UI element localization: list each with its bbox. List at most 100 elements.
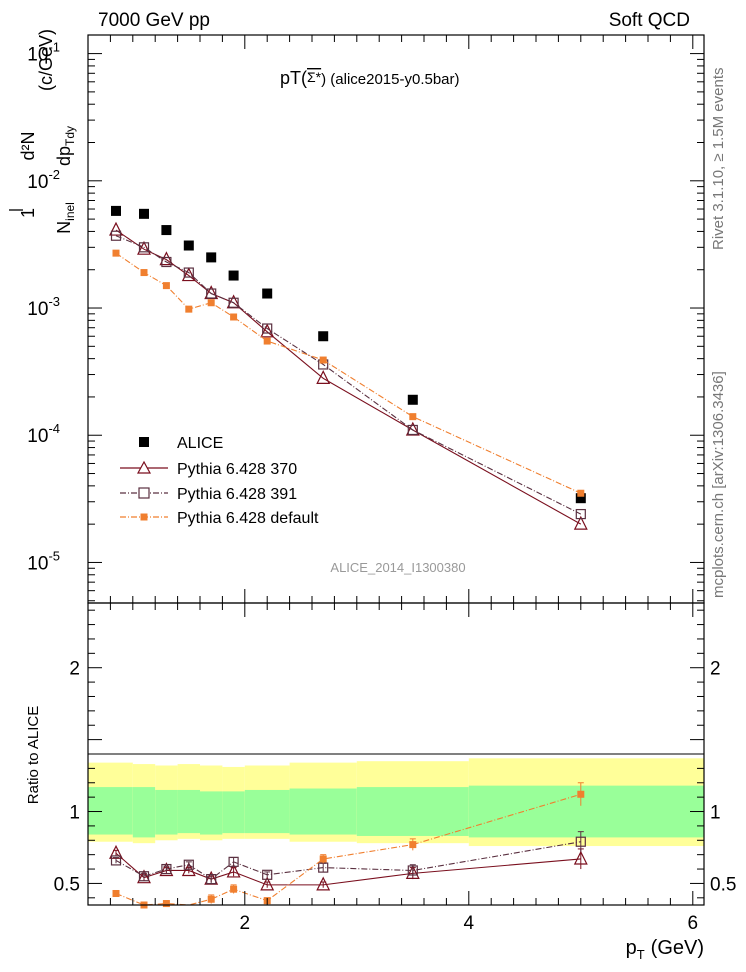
main-series-line-3 (115, 252, 582, 494)
xlabel: pT (GeV) (626, 937, 704, 962)
title-particle: Σ* (307, 69, 322, 85)
main-point-391 (110, 230, 122, 241)
ratio-point-370 (405, 865, 420, 879)
ratio-ytick-label: 2 (69, 659, 80, 680)
ratio-band-inner (244, 789, 290, 834)
ratio-point-default (230, 885, 238, 893)
ylabel-units: (c/GeV) (36, 29, 56, 91)
ylabel-n-main: N (54, 221, 74, 234)
ylabel-dp-sub: Tdy (63, 126, 77, 146)
ratio-band-inner (222, 791, 245, 834)
main-ytick-exp: -2 (48, 167, 60, 182)
ratio-xtick-label: 4 (464, 913, 475, 934)
ratio-band-inner (88, 787, 133, 835)
main-ytick-exp: -1 (48, 40, 60, 55)
main-point-370 (159, 251, 174, 266)
ratio-ytick-label: 1 (69, 803, 80, 824)
ratio-point-391 (183, 859, 194, 870)
watermark: ALICE_2014_I1300380 (330, 560, 465, 575)
main-ytick-base: 10 (27, 426, 48, 447)
ratio-point-default (112, 889, 120, 897)
legend-label-370: Pythia 6.428 370 (177, 461, 297, 478)
ratio-band-inner (132, 787, 156, 838)
xlabel-p: p (626, 937, 637, 959)
rivet-label: Rivet 3.1.10, ≥ 1.5M events (710, 68, 727, 251)
ratio-band-inner (468, 785, 704, 838)
main-point-391 (228, 297, 239, 308)
ylabel-d2n: d²N (18, 131, 38, 160)
main-ytick-label: 10-1 (27, 40, 60, 66)
main-ytick-label: 10-4 (27, 421, 60, 447)
main-ytick-label: 10-5 (27, 548, 60, 574)
ratio-point-391 (262, 869, 273, 880)
ratio-point-391 (206, 874, 217, 885)
main-point-alice (228, 270, 239, 281)
title-main: pT( (280, 68, 307, 88)
ratio-band-inner (356, 787, 469, 836)
main-ticks: 10-510-410-310-210-1 (27, 35, 704, 603)
main-point-alice (139, 208, 149, 219)
main-point-391 (138, 242, 150, 253)
main-ytick-base: 10 (27, 553, 48, 574)
main-series (109, 205, 588, 530)
legend-label-default: Pythia 6.428 default (177, 510, 319, 527)
plot-title: pT(Σ*) (alice2015-y0.5bar) (280, 68, 460, 88)
ratio-point-391 (407, 865, 418, 876)
ratio-point-default (577, 790, 585, 798)
main-point-alice (575, 493, 586, 504)
main-ytick-base: 10 (27, 299, 48, 320)
ratio-point-default (409, 841, 417, 849)
mcplots-label: mcplots.cern.ch [arXiv:1306.3436] (710, 371, 727, 598)
main-panel: 10-510-410-310-210-1 pT(Σ*) (alice2015-y… (9, 29, 705, 604)
ratio-point-370 (137, 869, 151, 884)
main-point-default (112, 249, 120, 257)
ratio-ytick-label: 0.5 (54, 874, 80, 895)
ratio-band-inner (155, 789, 178, 835)
main-point-391 (183, 267, 194, 278)
main-point-alice (262, 288, 273, 299)
main-point-default (263, 337, 271, 345)
ylabel-dp-main: dp (54, 146, 74, 166)
main-point-370 (109, 221, 123, 236)
ratio-band-inner (177, 789, 200, 834)
ratio-point-391 (138, 871, 150, 882)
ratio-point-391 (161, 863, 172, 875)
ratio-band-inner (200, 791, 223, 835)
main-point-alice (407, 394, 418, 405)
main-point-391 (206, 288, 217, 299)
main-series-line-2 (115, 235, 582, 515)
main-point-391 (407, 424, 418, 436)
ratio-ticks: 0.5 0.5 1 1 2 2 2 4 6 (54, 603, 736, 934)
legend-marker-alice (139, 437, 149, 447)
main-point-default (577, 489, 585, 497)
main-point-370 (316, 370, 331, 384)
main-point-default (230, 313, 238, 321)
ratio-point-391 (575, 836, 586, 847)
ylabel-n-sub: inel (63, 202, 77, 221)
ylabel-dp: dpTdy (54, 126, 77, 166)
ratio-point-391 (228, 856, 239, 867)
legend-marker-default (140, 513, 148, 521)
ratio-point-391 (110, 855, 122, 866)
ratio-point-default (207, 895, 215, 903)
main-point-default (409, 413, 417, 421)
xlabel-units: (GeV) (651, 937, 704, 959)
ratio-ytick-label-right: 0.5 (710, 874, 736, 895)
legend-label-alice: ALICE (177, 435, 223, 452)
main-point-alice (318, 331, 329, 342)
main-ytick-exp: -4 (48, 421, 60, 436)
ratio-panel: 0.5 0.5 1 1 2 2 2 4 6 Ratio to ALICE (25, 602, 736, 934)
ratio-point-370 (260, 876, 275, 891)
main-point-391 (575, 508, 586, 520)
ratio-band-inner (289, 788, 357, 835)
ratio-ytick-label-right: 1 (710, 803, 721, 824)
ratio-bands (88, 758, 704, 847)
legend-label-391: Pythia 6.428 391 (177, 486, 297, 503)
main-point-alice (161, 225, 172, 236)
ratio-point-370 (573, 850, 588, 865)
legend-marker-391 (138, 487, 150, 499)
energy-label: 7000 GeV pp (98, 10, 210, 31)
ylabel-one: 1 (18, 208, 38, 218)
ratio-point-default (319, 855, 327, 863)
